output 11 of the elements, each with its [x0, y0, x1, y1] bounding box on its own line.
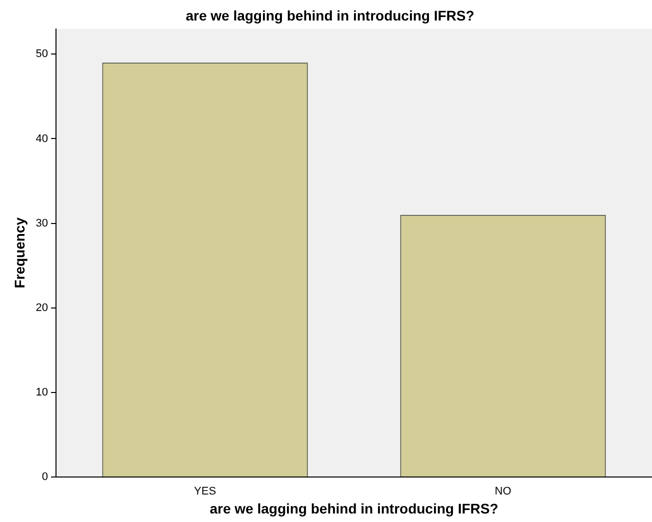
y-tick-label: 50 [36, 48, 48, 60]
x-tick-label: YES [194, 486, 216, 498]
y-axis-title: Frequency [11, 217, 28, 288]
y-tick-label: 10 [36, 386, 48, 398]
y-tick-label: 40 [36, 132, 48, 145]
x-tick-label: NO [494, 486, 512, 498]
y-tick-label: 0 [42, 471, 48, 484]
chart-title: are we lagging behind in introducing IFRS? [186, 7, 474, 24]
x-axis-title: are we lagging behind in introducing IFRS? [210, 500, 498, 516]
y-tick-label: 30 [36, 217, 48, 230]
y-tick-label: 20 [36, 302, 48, 314]
